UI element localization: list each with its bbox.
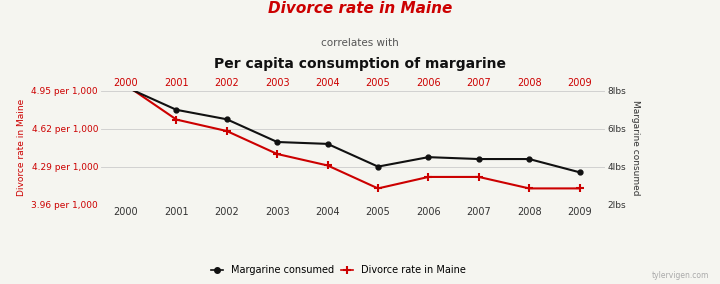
Text: Per capita consumption of margarine: Per capita consumption of margarine bbox=[214, 57, 506, 71]
Text: tylervigen.com: tylervigen.com bbox=[652, 271, 709, 280]
Text: correlates with: correlates with bbox=[321, 38, 399, 48]
Text: Divorce rate in Maine: Divorce rate in Maine bbox=[268, 1, 452, 16]
Y-axis label: Margarine consumed: Margarine consumed bbox=[631, 100, 640, 195]
Y-axis label: Divorce rate in Maine: Divorce rate in Maine bbox=[17, 99, 26, 196]
Legend: Margarine consumed, Divorce rate in Maine: Margarine consumed, Divorce rate in Main… bbox=[207, 261, 469, 279]
